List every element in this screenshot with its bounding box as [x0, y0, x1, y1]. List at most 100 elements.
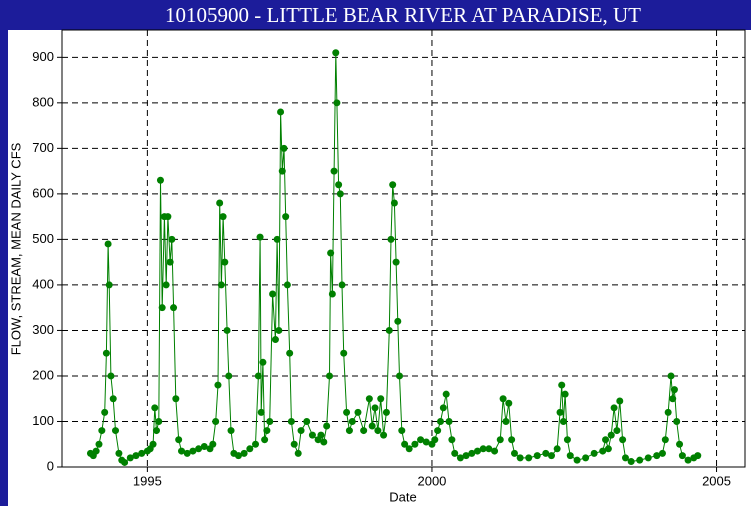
data-point: [240, 449, 248, 457]
data-point: [221, 258, 229, 266]
data-point: [667, 372, 675, 380]
data-point: [505, 399, 513, 407]
data-point: [619, 436, 627, 444]
data-point: [559, 417, 567, 425]
data-point: [431, 436, 439, 444]
data-point: [445, 417, 453, 425]
y-tick-label: 900: [32, 49, 54, 64]
data-point: [436, 417, 444, 425]
data-point: [112, 427, 120, 435]
data-point: [323, 422, 331, 430]
data-point: [330, 167, 338, 175]
data-point: [109, 395, 117, 403]
data-point: [332, 49, 340, 57]
data-point: [491, 447, 499, 455]
data-point: [661, 436, 669, 444]
data-point: [510, 449, 518, 457]
data-point: [422, 438, 430, 446]
data-point: [216, 199, 224, 207]
data-point: [335, 181, 343, 189]
grid: [62, 30, 745, 468]
data-point: [158, 304, 166, 312]
data-point: [610, 404, 618, 412]
data-point: [411, 440, 419, 448]
data-point: [200, 443, 208, 451]
data-point: [104, 240, 112, 248]
data-point: [563, 436, 571, 444]
data-point: [195, 445, 203, 453]
data-point: [653, 452, 661, 460]
data-point: [417, 436, 425, 444]
data-point: [479, 445, 487, 453]
data-point: [516, 454, 524, 462]
data-point: [170, 304, 178, 312]
data-point: [613, 427, 621, 435]
data-point: [499, 395, 507, 403]
data-point: [138, 449, 146, 457]
data-point: [269, 290, 277, 298]
data-point: [92, 447, 100, 455]
data-point: [326, 372, 334, 380]
data-point: [256, 233, 264, 241]
data-point: [217, 281, 225, 289]
data-point: [317, 431, 325, 439]
data-point: [212, 417, 220, 425]
data-point: [599, 447, 607, 455]
data-point: [178, 447, 186, 455]
data-point: [280, 144, 288, 152]
data-point: [368, 422, 376, 430]
plot-frame: [61, 29, 746, 468]
data-point: [496, 436, 504, 444]
data-point: [275, 326, 283, 334]
data-point: [290, 440, 298, 448]
data-point: [658, 449, 666, 457]
data-point: [156, 176, 164, 184]
data-point: [162, 281, 170, 289]
data-point: [456, 454, 464, 462]
data-point: [673, 417, 681, 425]
data-point: [223, 326, 231, 334]
data-point: [266, 417, 274, 425]
data-point: [308, 431, 316, 439]
data-point: [439, 404, 447, 412]
data-point: [287, 417, 295, 425]
data-point: [644, 454, 652, 462]
data-point: [164, 213, 172, 221]
data-point: [152, 427, 160, 435]
data-point: [151, 404, 159, 412]
data-point: [333, 99, 341, 107]
data-point: [396, 372, 404, 380]
data-point: [115, 449, 123, 457]
y-axis-label: FLOW, STREAM, MEAN DAILY CFS: [8, 142, 23, 355]
y-tick-label: 800: [32, 94, 54, 109]
data-point: [214, 381, 222, 389]
data-point: [607, 431, 615, 439]
data-point: [468, 449, 476, 457]
data-point: [259, 358, 267, 366]
data-point: [126, 454, 134, 462]
data-point: [573, 456, 581, 464]
data-point: [533, 452, 541, 460]
data-point: [297, 427, 305, 435]
data-point: [392, 258, 400, 266]
data-point: [405, 445, 413, 453]
y-tick-label: 400: [32, 276, 54, 291]
data-point: [389, 181, 397, 189]
data-point: [336, 190, 344, 198]
data-point: [365, 395, 373, 403]
data-point: [343, 408, 351, 416]
data-point: [320, 438, 328, 446]
data-point: [209, 440, 217, 448]
data-point: [558, 381, 566, 389]
data-point: [401, 440, 409, 448]
data-point: [621, 454, 629, 462]
y-tick-label: 100: [32, 413, 54, 428]
data-point: [502, 417, 510, 425]
data-point: [263, 427, 271, 435]
data-point: [286, 349, 294, 357]
x-axis-label: Date: [389, 489, 416, 504]
plot: [86, 49, 702, 466]
chart-background: [8, 30, 751, 506]
data-point: [664, 408, 672, 416]
y-tick-label: 200: [32, 367, 54, 382]
